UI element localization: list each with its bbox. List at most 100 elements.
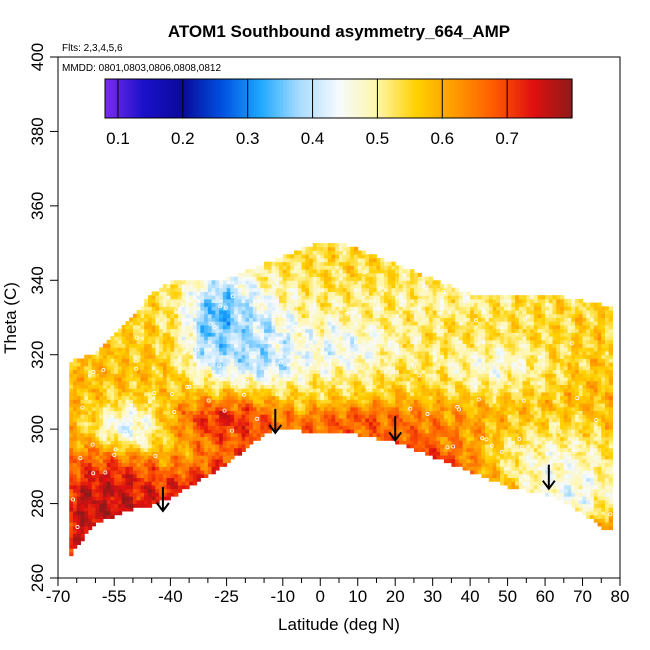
heatmap-cell	[417, 298, 422, 304]
heatmap-cell	[346, 257, 351, 263]
heatmap-cell	[170, 399, 175, 404]
heatmap-cell	[376, 336, 381, 341]
heatmap-cell	[121, 481, 126, 486]
heatmap-cell	[252, 417, 258, 423]
heatmap-cell	[185, 310, 190, 315]
heatmap-cell	[327, 425, 333, 430]
heatmap-cell	[410, 399, 415, 404]
heatmap-cell	[267, 384, 273, 389]
heatmap-cell	[357, 284, 362, 289]
heatmap-cell	[192, 339, 198, 345]
heatmap-cell	[215, 440, 220, 445]
heatmap-cell	[177, 395, 183, 400]
heatmap-cell	[402, 362, 407, 367]
heatmap-cell	[76, 529, 81, 534]
heatmap-cell	[271, 328, 276, 333]
heatmap-cell	[147, 310, 153, 315]
heatmap-cell	[151, 343, 156, 348]
heatmap-cell	[207, 339, 213, 345]
heatmap-cell	[335, 302, 340, 307]
heatmap-cell	[114, 358, 119, 363]
heatmap-cell	[117, 339, 123, 345]
heatmap-cell	[69, 470, 74, 475]
heatmap-cell	[226, 417, 231, 423]
heatmap-cell	[166, 302, 171, 307]
heatmap-cell	[297, 354, 303, 359]
heatmap-cell	[95, 444, 100, 449]
heatmap-cell	[342, 384, 347, 389]
heatmap-cell	[368, 332, 374, 337]
heatmap-cell	[106, 388, 111, 393]
heatmap-cell	[312, 391, 318, 397]
heatmap-cell	[342, 291, 347, 296]
heatmap-cell	[174, 432, 179, 438]
heatmap-cell	[140, 313, 145, 318]
heatmap-cell	[211, 321, 216, 326]
heatmap-cell	[428, 287, 434, 292]
heatmap-cell	[346, 347, 351, 352]
heatmap-cell	[327, 321, 333, 326]
heatmap-cell	[129, 458, 134, 464]
heatmap-cell	[342, 406, 347, 412]
heatmap-cell	[387, 380, 392, 385]
heatmap-cell	[316, 250, 321, 255]
heatmap-cell	[368, 336, 374, 341]
heatmap-cell	[436, 369, 441, 374]
heatmap-cell	[80, 492, 85, 497]
heatmap-cell	[432, 310, 437, 315]
heatmap-cell	[155, 365, 160, 371]
heatmap-cell	[159, 332, 164, 337]
heatmap-cell	[365, 313, 370, 318]
heatmap-cell	[372, 261, 377, 266]
heatmap-cell	[391, 406, 396, 412]
heatmap-cell	[159, 287, 164, 292]
heatmap-cell	[84, 499, 89, 505]
heatmap-cell	[361, 302, 366, 307]
heatmap-cell	[309, 324, 314, 330]
heatmap-cell	[162, 395, 168, 400]
heatmap-cell	[339, 261, 344, 266]
heatmap-cell	[428, 362, 434, 367]
heatmap-cell	[144, 321, 149, 326]
heatmap-cell	[207, 317, 213, 322]
heatmap-cell	[140, 339, 145, 345]
heatmap-cell	[391, 380, 396, 385]
heatmap-cell	[72, 362, 78, 367]
heatmap-cell	[290, 313, 295, 318]
heatmap-cell	[170, 429, 175, 434]
heatmap-cell	[207, 384, 213, 389]
heatmap-cell	[114, 473, 119, 479]
heatmap-cell	[69, 362, 74, 367]
heatmap-cell	[353, 380, 359, 385]
heatmap-cell	[147, 369, 153, 374]
heatmap-cell	[282, 373, 288, 378]
heatmap-cell	[436, 328, 441, 333]
heatmap-cell	[316, 429, 321, 434]
heatmap-cell	[395, 406, 400, 412]
heatmap-cell	[335, 403, 340, 408]
heatmap-cell	[129, 365, 134, 371]
heatmap-cell	[170, 354, 175, 359]
heatmap-cell	[365, 365, 370, 371]
heatmap-cell	[69, 522, 74, 527]
heatmap-cell	[324, 269, 329, 274]
heatmap-cell	[406, 284, 411, 289]
heatmap-cell	[357, 332, 362, 337]
heatmap-cell	[372, 287, 377, 292]
heatmap-cell	[102, 425, 108, 430]
heatmap-cell	[207, 391, 213, 397]
heatmap-cell	[117, 440, 123, 445]
heatmap-cell	[417, 403, 422, 408]
heatmap-cell	[226, 458, 231, 464]
heatmap-cell	[114, 373, 119, 378]
heatmap-cell	[309, 250, 314, 255]
heatmap-cell	[230, 362, 235, 367]
heatmap-cell	[301, 265, 306, 270]
heatmap-cell	[346, 354, 351, 359]
heatmap-cell	[260, 410, 265, 415]
heatmap-cell	[185, 421, 190, 426]
heatmap-cell	[301, 377, 306, 382]
heatmap-cell	[264, 410, 269, 415]
heatmap-cell	[196, 384, 201, 389]
heatmap-cell	[170, 447, 175, 452]
